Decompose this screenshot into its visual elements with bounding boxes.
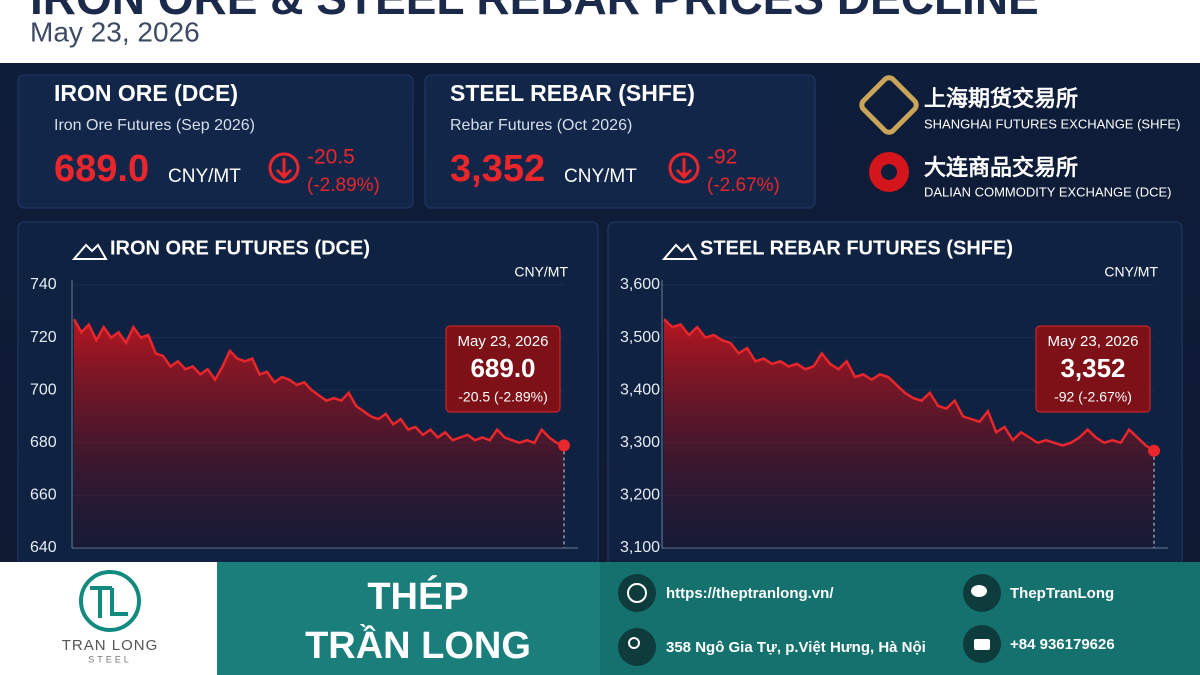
page-title: IRON ORE & STEEL REBAR PRICES DECLINE: [30, 0, 1039, 24]
shfe-logo: [859, 75, 919, 135]
chart-icon: [71, 243, 108, 260]
y-tick-label: 3,400: [620, 381, 660, 398]
chart-title: STEEL REBAR FUTURES (SHFE): [700, 237, 1013, 259]
card-percent: (-2.89%): [307, 175, 380, 196]
y-tick-label: 3,300: [620, 434, 660, 451]
card-title: IRON ORE (DCE): [54, 80, 238, 106]
card: [17, 74, 414, 209]
exchange-english: DALIAN COMMODITY EXCHANGE (DCE): [924, 184, 1172, 199]
chart-title: IRON ORE FUTURES (DCE): [110, 237, 370, 259]
down-arrow: [275, 158, 293, 180]
web-icon: [618, 574, 656, 612]
annotation-date: May 23, 2026: [458, 333, 549, 350]
price-line: [663, 318, 1155, 452]
annotation-value: 689.0: [470, 353, 535, 383]
card-contract: Iron Ore Futures (Sep 2026): [54, 117, 255, 134]
footer-name: THÉP: [367, 574, 468, 618]
chat-glyph: [971, 585, 987, 597]
card-unit: CNY/MT: [168, 166, 241, 187]
footer-logo-bg: [0, 562, 217, 675]
page-date: May 23, 2026: [30, 16, 200, 47]
card-unit: CNY/MT: [564, 166, 637, 187]
chart-icon: [661, 243, 698, 260]
exchange-name: 上海期货交易所: [924, 86, 1078, 111]
y-tick-label: 720: [30, 329, 57, 346]
charts: IRON ORE FUTURES (DCE) CNY/MT 640 660 680 700…: [17, 221, 1183, 568]
header-bg: [0, 0, 1200, 63]
y-tick-label: 660: [30, 487, 57, 504]
web-glyph: [627, 583, 647, 603]
footer-name: TRẦN LONG: [305, 623, 531, 667]
annotation-change: -20.5 (-2.89%): [458, 389, 547, 405]
card-percent: (-2.67%): [707, 175, 780, 196]
logo-ring: [79, 570, 141, 632]
phone-glyph: [974, 639, 990, 650]
card-price: 689.0: [54, 148, 149, 190]
down-icon: [668, 152, 700, 184]
area-fill: [664, 319, 1154, 548]
annotation-box: [1035, 325, 1151, 413]
card-title: STEEL REBAR (SHFE): [450, 80, 695, 106]
logo-mark: [90, 586, 128, 618]
footer-address: 358 Ngô Gia Tự, p.Việt Hưng, Hà Nội: [666, 639, 926, 656]
annotation-box: [445, 325, 561, 413]
card-change: -92: [707, 146, 737, 169]
y-tick-label: 680: [30, 434, 57, 451]
y-tick-label: 740: [30, 276, 57, 293]
footer-phone[interactable]: +84 936179626: [1010, 636, 1115, 653]
card: [424, 74, 816, 209]
y-tick-label: 700: [30, 381, 57, 398]
area-fill: [74, 319, 564, 548]
annotation-change: -92 (-2.67%): [1054, 389, 1132, 405]
y-axis-label: CNY/MT: [1104, 264, 1158, 280]
end-point: [558, 439, 570, 452]
exchange-english: SHANGHAI FUTURES EXCHANGE (SHFE): [924, 116, 1180, 131]
footer-website[interactable]: https://theptranlong.vn/: [666, 585, 834, 602]
y-axis-label: CNY/MT: [514, 264, 568, 280]
end-point: [1148, 444, 1160, 457]
card-contract: Rebar Futures (Oct 2026): [450, 117, 632, 134]
dce-logo-core: [881, 164, 897, 180]
annotation-date: May 23, 2026: [1048, 333, 1139, 350]
y-tick-label: 3,600: [620, 276, 660, 293]
footer-social[interactable]: ThepTranLong: [1010, 585, 1114, 602]
y-tick-label: 3,100: [620, 539, 660, 556]
logo-tagline: STEEL: [88, 654, 132, 664]
down-arrow: [675, 158, 693, 180]
card-price: 3,352: [450, 148, 545, 190]
y-tick-label: 3,200: [620, 487, 660, 504]
exchange-name: 大连商品交易所: [924, 155, 1078, 180]
logo-brand: TRAN LONG: [62, 637, 159, 654]
y-tick-label: 3,500: [620, 329, 660, 346]
footer-contact-bg: [600, 562, 1200, 675]
annotation-value: 3,352: [1060, 353, 1125, 383]
card-change: -20.5: [307, 146, 355, 169]
price-line: [72, 318, 565, 447]
y-tick-label: 640: [30, 539, 57, 556]
down-icon: [268, 152, 300, 184]
pin-glyph: [628, 637, 640, 649]
